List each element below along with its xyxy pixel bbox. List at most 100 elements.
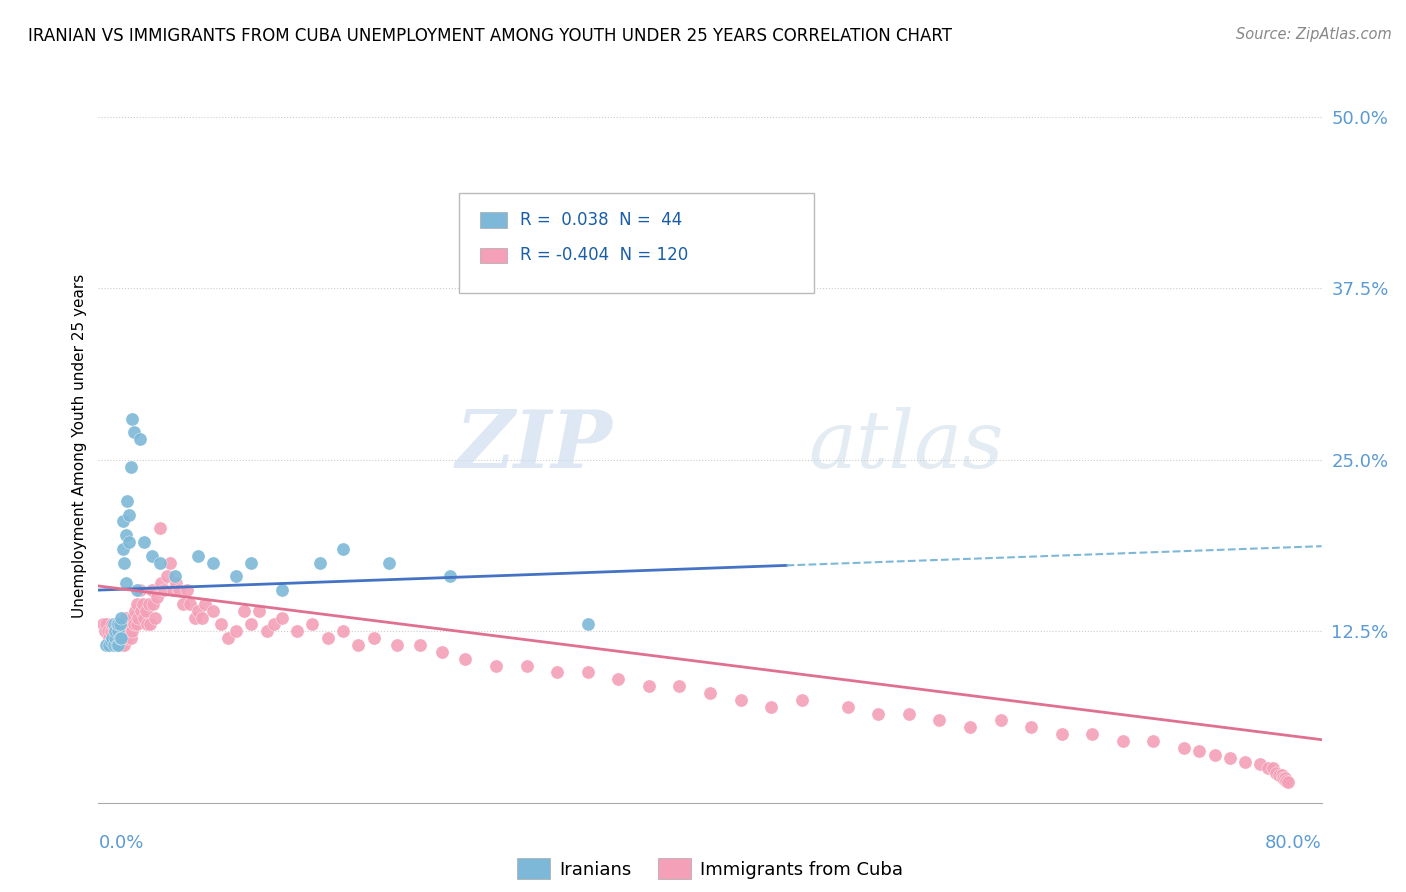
Point <box>115 624 138 639</box>
Point <box>759 699 782 714</box>
Point <box>1173 740 1195 755</box>
Point <box>117 494 139 508</box>
Text: ZIP: ZIP <box>456 408 612 484</box>
Point <box>187 549 209 563</box>
Point <box>112 617 135 632</box>
Point <box>165 576 187 591</box>
Point <box>730 693 752 707</box>
Point <box>1050 727 1073 741</box>
Point <box>110 610 132 624</box>
Point <box>108 631 131 645</box>
Point <box>100 624 122 639</box>
Point <box>125 583 148 598</box>
Point <box>209 617 232 632</box>
Point <box>139 617 162 632</box>
Point <box>990 714 1012 728</box>
Point <box>98 631 121 645</box>
Point <box>1234 755 1257 769</box>
Point <box>1112 734 1135 748</box>
FancyBboxPatch shape <box>479 248 508 263</box>
Point <box>145 590 167 604</box>
Point <box>134 535 156 549</box>
Point <box>107 624 129 639</box>
Point <box>112 638 135 652</box>
Point <box>115 528 138 542</box>
Point <box>159 556 181 570</box>
Point <box>98 638 121 652</box>
Y-axis label: Unemployment Among Youth under 25 years: Unemployment Among Youth under 25 years <box>72 274 87 618</box>
Point <box>1272 771 1295 785</box>
Text: R =  0.038  N =  44: R = 0.038 N = 44 <box>520 211 683 228</box>
Point <box>105 638 128 652</box>
Point <box>309 556 332 570</box>
Point <box>111 631 134 645</box>
Point <box>247 604 270 618</box>
Point <box>163 569 186 583</box>
Point <box>104 624 127 639</box>
Point <box>1204 747 1226 762</box>
Point <box>637 679 661 693</box>
Point <box>1142 734 1164 748</box>
Point <box>124 604 146 618</box>
Point <box>122 617 145 632</box>
Point <box>118 624 141 639</box>
Point <box>100 633 122 648</box>
Point <box>94 617 117 632</box>
Point <box>97 624 120 639</box>
Point <box>129 604 152 618</box>
Point <box>142 597 165 611</box>
Point <box>128 432 150 446</box>
Point <box>134 610 156 624</box>
Point <box>576 665 599 680</box>
Point <box>132 597 155 611</box>
Point <box>1257 762 1279 776</box>
Point <box>240 617 263 632</box>
Point <box>117 631 139 645</box>
Point <box>202 556 225 570</box>
Point <box>110 631 132 645</box>
Legend: Iranians, Immigrants from Cuba: Iranians, Immigrants from Cuba <box>510 851 910 887</box>
Point <box>110 638 132 652</box>
Text: atlas: atlas <box>808 408 1004 484</box>
Point <box>105 624 128 639</box>
Point <box>105 617 128 632</box>
Point <box>546 665 568 680</box>
Point <box>232 604 254 618</box>
Point <box>959 720 981 734</box>
Point <box>112 556 135 570</box>
Text: 0.0%: 0.0% <box>98 834 143 852</box>
Text: Source: ZipAtlas.com: Source: ZipAtlas.com <box>1236 27 1392 42</box>
Point <box>162 583 184 598</box>
Point <box>316 631 339 645</box>
Point <box>110 617 132 632</box>
Point <box>91 617 114 632</box>
Point <box>111 515 134 529</box>
Point <box>378 556 401 570</box>
Text: IRANIAN VS IMMIGRANTS FROM CUBA UNEMPLOYMENT AMONG YOUTH UNDER 25 YEARS CORRELAT: IRANIAN VS IMMIGRANTS FROM CUBA UNEMPLOY… <box>28 27 952 45</box>
Point <box>169 583 191 598</box>
Point <box>121 610 143 624</box>
Point <box>115 576 138 591</box>
Point <box>103 631 125 645</box>
Point <box>103 638 125 652</box>
Point <box>136 617 159 632</box>
Point <box>101 617 124 632</box>
Text: 80.0%: 80.0% <box>1265 834 1322 852</box>
Point <box>897 706 920 721</box>
Point <box>270 583 292 598</box>
Point <box>191 610 214 624</box>
Point <box>101 631 124 645</box>
Point <box>118 617 141 632</box>
Point <box>150 576 173 591</box>
Point <box>225 569 247 583</box>
Point <box>363 631 385 645</box>
Point <box>149 521 172 535</box>
Point <box>184 610 207 624</box>
Point <box>107 617 129 632</box>
Point <box>104 638 127 652</box>
Point <box>256 624 278 639</box>
Point <box>127 610 149 624</box>
Point <box>108 617 131 632</box>
Point <box>141 549 163 563</box>
Point <box>1188 744 1211 758</box>
